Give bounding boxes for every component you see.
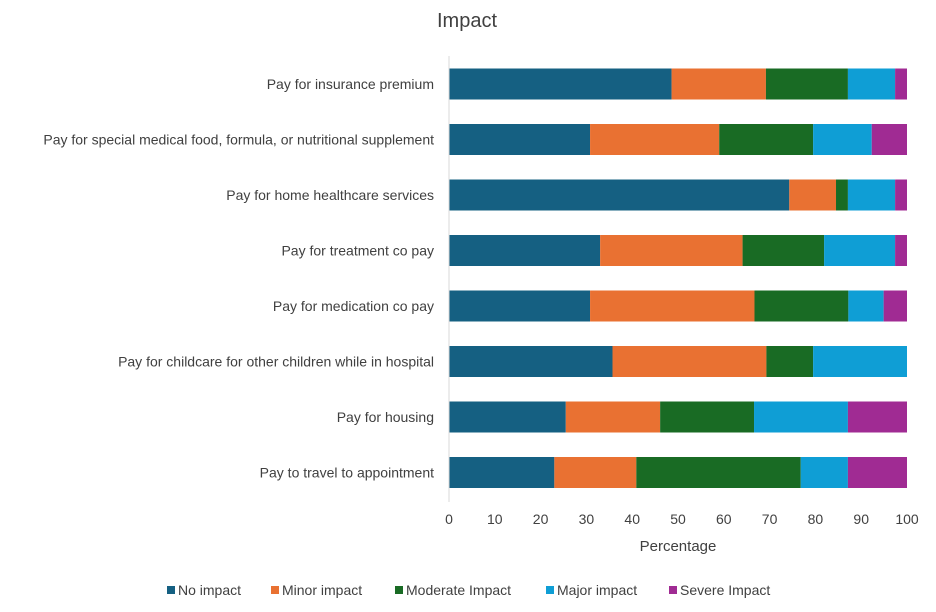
x-tick-label: 60 <box>716 511 732 527</box>
x-tick-label: 100 <box>895 511 919 527</box>
bar-segment <box>754 401 848 433</box>
bar-segment <box>719 124 814 155</box>
category-label: Pay for childcare for other children whi… <box>118 354 434 370</box>
bar-segment <box>590 290 755 322</box>
bar-segment <box>883 290 907 322</box>
bar-segment <box>449 124 591 155</box>
bar-segment <box>895 179 907 211</box>
bar-segment <box>612 346 767 377</box>
bar-segment <box>554 457 637 488</box>
bar-segment <box>895 68 907 100</box>
category-label: Pay for treatment co pay <box>281 243 434 259</box>
x-tick-label: 10 <box>487 511 503 527</box>
legend-label: Major impact <box>557 582 637 598</box>
x-tick-label: 80 <box>808 511 824 527</box>
legend-swatch <box>546 586 554 594</box>
bar-segment <box>871 124 907 155</box>
bar-segment <box>836 179 848 211</box>
bar-segment <box>895 235 907 266</box>
category-label: Pay to travel to appointment <box>260 465 434 481</box>
category-label: Pay for housing <box>337 409 434 425</box>
bar-segment <box>636 457 801 488</box>
category-label: Pay for insurance premium <box>267 76 434 92</box>
bar-segment <box>449 457 555 488</box>
bar-segment <box>847 68 896 100</box>
legend-swatch <box>669 586 677 594</box>
legend-swatch <box>395 586 403 594</box>
bar-segment <box>590 124 720 155</box>
bar-segment <box>754 290 849 322</box>
bar-segment <box>449 179 790 211</box>
bar-segment <box>765 68 848 100</box>
bar-segment <box>742 235 825 266</box>
x-axis-title: Percentage <box>640 538 717 555</box>
x-tick-label: 30 <box>579 511 595 527</box>
legend-label: Moderate Impact <box>406 582 511 598</box>
bar-segment <box>766 346 814 377</box>
bar-segment <box>813 124 872 155</box>
bar-segment <box>847 457 907 488</box>
bar-segment <box>565 401 661 433</box>
category-label: Pay for medication co pay <box>273 298 434 314</box>
bar-segment <box>847 179 896 211</box>
bar-segment <box>600 235 743 266</box>
legend-label: Minor impact <box>282 582 362 598</box>
bar-segment <box>660 401 755 433</box>
bar-segment <box>449 68 672 100</box>
bar-segment <box>449 401 566 433</box>
x-tick-label: 40 <box>624 511 640 527</box>
bar-segment <box>824 235 896 266</box>
bar-segment <box>848 290 884 322</box>
bar-segment <box>813 346 907 377</box>
bar-segment <box>449 290 591 322</box>
x-tick-label: 0 <box>445 511 453 527</box>
bar-segment <box>449 346 613 377</box>
bar-segment <box>789 179 837 211</box>
bar-segment <box>847 401 907 433</box>
chart-title: Impact <box>437 10 497 32</box>
legend-swatch <box>167 586 175 594</box>
bar-segment <box>800 457 848 488</box>
category-label: Pay for special medical food, formula, o… <box>43 132 434 148</box>
legend-label: Severe Impact <box>680 582 770 598</box>
bar-segment <box>449 235 601 266</box>
x-tick-label: 50 <box>670 511 686 527</box>
x-tick-label: 90 <box>853 511 869 527</box>
legend-label: No impact <box>178 582 241 598</box>
category-label: Pay for home healthcare services <box>226 187 434 203</box>
x-tick-label: 20 <box>533 511 549 527</box>
x-tick-label: 70 <box>762 511 778 527</box>
legend-swatch <box>271 586 279 594</box>
bar-segment <box>671 68 766 100</box>
